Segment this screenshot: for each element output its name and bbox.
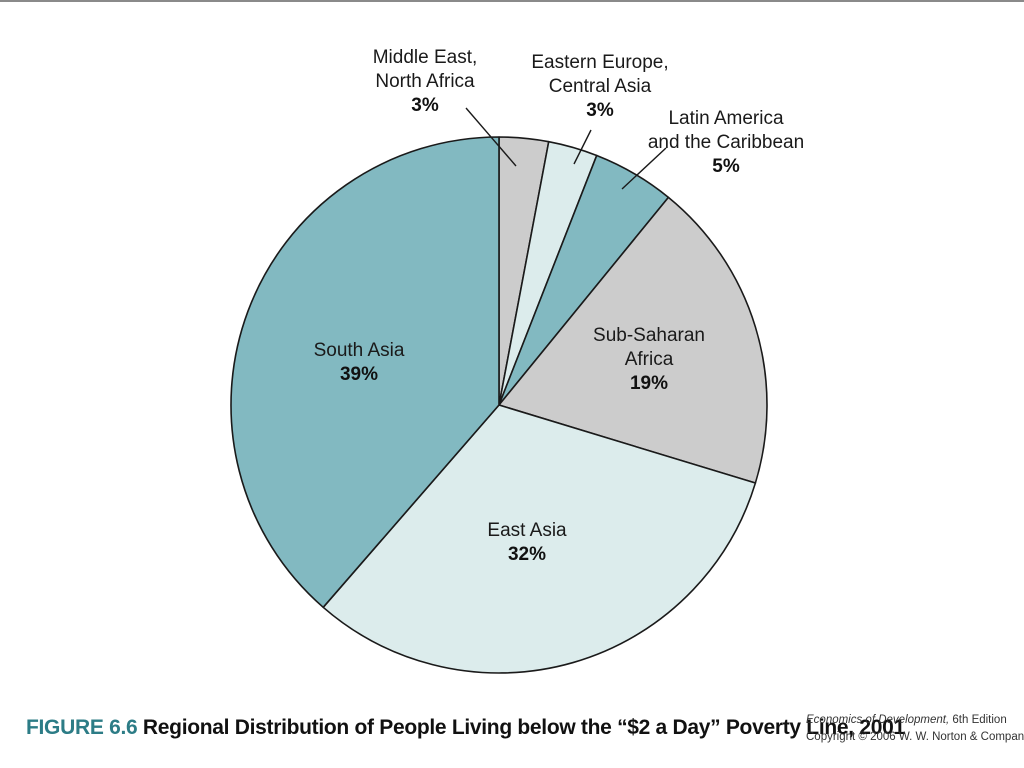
slice-label-middle-east-north-africa: Middle East, bbox=[373, 47, 478, 68]
publisher-credit: Economics of Development, 6th Edition Co… bbox=[806, 712, 1024, 746]
slice-label-eastern-europe-central-asia: Central Asia bbox=[549, 76, 652, 97]
top-rule bbox=[0, 0, 1024, 2]
leader-line-latin-america-and-the-caribbean bbox=[621, 147, 667, 190]
slice-label-latin-america-and-the-caribbean: and the Caribbean bbox=[648, 132, 804, 153]
slice-percent-latin-america-and-the-caribbean: 5% bbox=[712, 156, 740, 177]
copyright-line: Copyright © 2006 W. W. Norton & Company bbox=[806, 731, 1024, 743]
slice-percent-eastern-europe-central-asia: 3% bbox=[586, 100, 614, 121]
book-edition: 6th Edition bbox=[949, 714, 1007, 726]
slice-label-middle-east-north-africa: North Africa bbox=[375, 71, 475, 92]
leader-line-eastern-europe-central-asia bbox=[573, 129, 592, 165]
slice-label-sub-saharan-africa: Sub-Saharan bbox=[593, 325, 705, 346]
slice-percent-middle-east-north-africa: 3% bbox=[411, 95, 439, 116]
slice-percent-east-asia: 32% bbox=[508, 544, 546, 565]
leader-line-middle-east-north-africa bbox=[465, 107, 517, 167]
figure-number: FIGURE 6.6 bbox=[26, 716, 138, 739]
figure-title: Regional Distribution of People Living b… bbox=[142, 716, 905, 739]
slice-label-sub-saharan-africa: Africa bbox=[625, 349, 674, 370]
pie-slice-east-asia bbox=[322, 404, 757, 674]
slice-label-south-asia: South Asia bbox=[314, 340, 405, 361]
pie-slice-south-asia bbox=[230, 136, 500, 609]
pie-slice-sub-saharan-africa bbox=[498, 196, 768, 484]
slice-labels: Middle East, North Africa 3% Eastern Europe… bbox=[314, 47, 805, 565]
book-title: Economics of Development, bbox=[806, 714, 950, 726]
pie-chart: Middle East, North Africa 3% Eastern Europe… bbox=[230, 47, 805, 674]
pie-slices bbox=[230, 136, 768, 674]
slice-label-eastern-europe-central-asia: Eastern Europe, bbox=[531, 52, 668, 73]
slice-percent-south-asia: 39% bbox=[340, 364, 378, 385]
leader-lines bbox=[465, 107, 667, 190]
slice-label-east-asia: East Asia bbox=[487, 520, 567, 541]
figure-caption: FIGURE 6.6 Regional Distribution of Peop… bbox=[26, 716, 905, 740]
slice-label-latin-america-and-the-caribbean: Latin America bbox=[668, 108, 784, 129]
book-line: Economics of Development, 6th Edition bbox=[806, 712, 1024, 729]
slice-percent-sub-saharan-africa: 19% bbox=[630, 373, 668, 394]
